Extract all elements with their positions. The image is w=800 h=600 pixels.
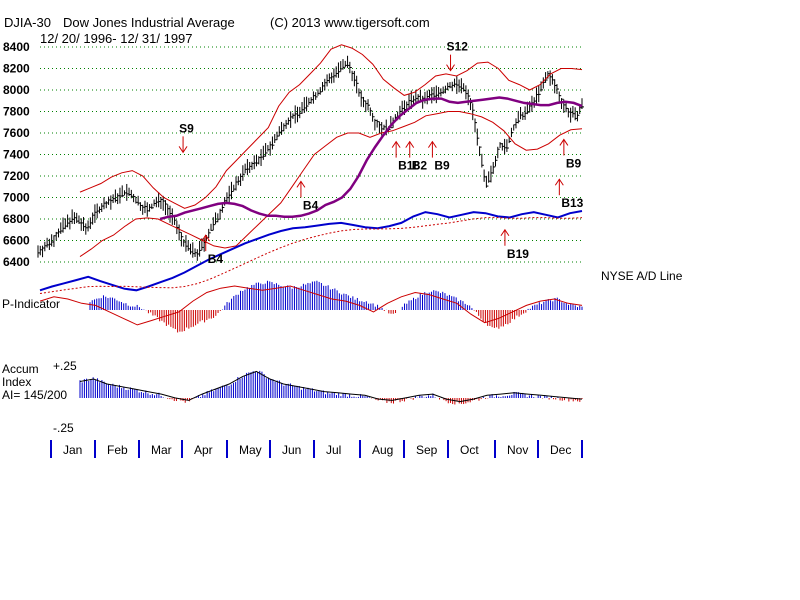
y-tick-label: 6400 bbox=[3, 255, 30, 269]
accum-label: Accum bbox=[2, 362, 39, 376]
y-tick-label: 7000 bbox=[3, 191, 30, 205]
signal-arrowhead bbox=[178, 146, 188, 154]
signal-arrowhead bbox=[559, 138, 569, 146]
y-tick-label: 6600 bbox=[3, 234, 30, 248]
overlay-lines bbox=[39, 44, 583, 294]
signal-label: B2 bbox=[412, 159, 428, 173]
signal-label: B9 bbox=[434, 159, 450, 173]
date-range: 12/ 20/ 1996- 12/ 31/ 1997 bbox=[40, 31, 193, 46]
chart-title: Dow Jones Industrial Average bbox=[63, 15, 235, 30]
price-bars bbox=[37, 55, 584, 261]
ad-line-label: NYSE A/D Line bbox=[601, 269, 683, 283]
signal-label: B18 bbox=[398, 159, 420, 173]
y-tick-label: 7800 bbox=[3, 105, 30, 119]
signal-arrowhead bbox=[391, 140, 401, 148]
signal-label: S12 bbox=[447, 40, 469, 54]
signal-arrowhead bbox=[446, 64, 455, 72]
signal-label: B4 bbox=[208, 252, 224, 266]
lower-band-line bbox=[79, 111, 583, 258]
signal-arrowhead bbox=[500, 228, 510, 237]
p-indicator-label: P-Indicator bbox=[2, 297, 60, 311]
month-label: Dec bbox=[550, 443, 571, 457]
accum-index-histogram bbox=[79, 370, 583, 405]
y-tick-label: 8200 bbox=[3, 62, 30, 76]
p-indicator-ma bbox=[39, 285, 583, 326]
chart-symbol: DJIA-30 bbox=[4, 15, 51, 30]
signal-label: B9 bbox=[566, 156, 582, 170]
y-tick-label: 7600 bbox=[3, 126, 30, 140]
signal-label: B4 bbox=[303, 198, 319, 212]
month-label: Feb bbox=[107, 443, 128, 457]
y-tick-label: 6800 bbox=[3, 212, 30, 226]
price-axis-ticks: 8400 8200 8000 7800 7600 7400 7200 7000 6800 6600… bbox=[3, 40, 30, 269]
accum-plus-label: +.25 bbox=[53, 359, 77, 373]
ad-line-ma bbox=[39, 217, 583, 294]
signal-arrowhead bbox=[201, 234, 211, 242]
moving-average-line bbox=[159, 96, 583, 221]
y-tick-label: 8000 bbox=[3, 83, 30, 97]
month-axis: Jan Feb Mar Apr May Jun Jul Aug Sep Oct Nov Dec bbox=[50, 440, 583, 458]
y-tick-label: 7200 bbox=[3, 169, 30, 183]
month-label: Jan bbox=[63, 443, 82, 457]
signal-label: B19 bbox=[507, 247, 529, 261]
signal-arrowhead bbox=[554, 178, 564, 186]
month-label: Nov bbox=[507, 443, 528, 457]
accum-minus-label: -.25 bbox=[53, 421, 74, 435]
y-tick-label: 7400 bbox=[3, 148, 30, 162]
signal-arrowhead bbox=[405, 140, 415, 148]
signal-label: S9 bbox=[179, 121, 194, 135]
upper-band-line bbox=[79, 44, 583, 209]
ad-line bbox=[39, 210, 583, 292]
p-indicator-histogram bbox=[39, 280, 583, 333]
month-label: Mar bbox=[151, 443, 172, 457]
month-label: Sep bbox=[416, 443, 438, 457]
accum-index-ma bbox=[79, 370, 583, 403]
copyright-text: (C) 2013 www.tigersoft.com bbox=[270, 15, 430, 30]
signal-arrowhead bbox=[296, 180, 306, 188]
month-label: Aug bbox=[372, 443, 393, 457]
month-label: Oct bbox=[460, 443, 479, 457]
month-label: Jun bbox=[282, 443, 301, 457]
y-tick-label: 8400 bbox=[3, 40, 30, 54]
ai-label: AI= 145/200 bbox=[2, 388, 67, 402]
signal-label: B13 bbox=[561, 196, 583, 210]
signal-arrowhead bbox=[427, 140, 437, 148]
month-label: Apr bbox=[194, 443, 213, 457]
month-label: Jul bbox=[326, 443, 341, 457]
index-label: Index bbox=[2, 375, 31, 389]
month-label: May bbox=[239, 443, 262, 457]
